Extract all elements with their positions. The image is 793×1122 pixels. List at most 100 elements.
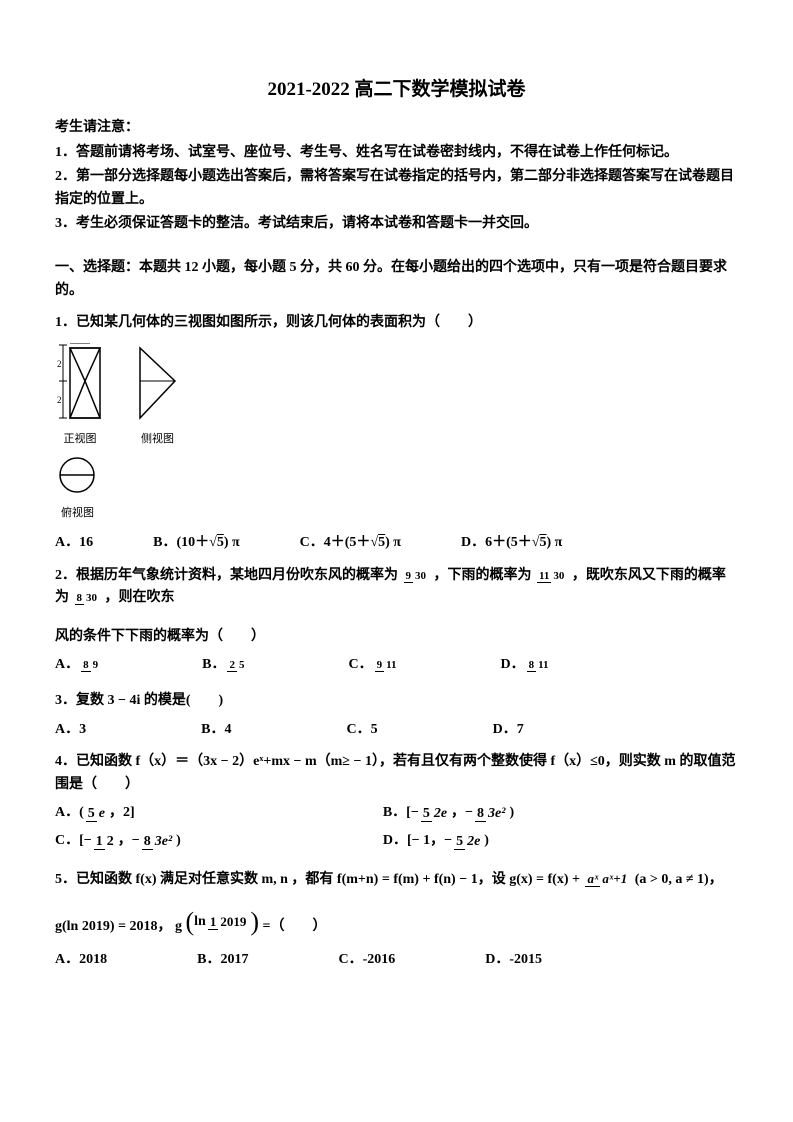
frac-den: 3e² (486, 806, 507, 821)
q2-frac1: 930 (404, 570, 429, 582)
q5-opt-d: D．-2015 (485, 949, 542, 971)
frac-den: 30 (84, 592, 99, 604)
frac-num: 9 (375, 659, 385, 672)
front-view-label: 正视图 (55, 431, 105, 449)
svg-text:2: 2 (57, 359, 62, 369)
q2-text: 2．根据历年气象统计资料，某地四月份吹东风的概率为 930 ，下雨的概率为 11… (55, 565, 738, 610)
q4-opt-d: D．[− 1，− 52e ) (383, 830, 711, 852)
frac-num: 8 (142, 834, 153, 850)
frac-den: 30 (551, 570, 566, 582)
frac-den: 9 (91, 659, 101, 671)
front-view-svg: 2 2 (55, 343, 105, 423)
svg-text:2: 2 (57, 395, 62, 405)
frac-num: 1 (208, 914, 219, 930)
frac-den: 2e (432, 806, 449, 821)
q2-a: 2．根据历年气象统计资料，某地四月份吹东风的概率为 (55, 568, 398, 583)
side-view-label: 侧视图 (135, 431, 180, 449)
q1-text: 1．已知某几何体的三视图如图所示，则该几何体的表面积为（ ） (55, 312, 738, 334)
right-paren-icon: ) (250, 909, 259, 935)
q4-b-frac2: 83e² (475, 806, 507, 821)
q1-d-suffix: ) π (546, 532, 562, 554)
q2-opt-b: B． 25 (202, 654, 248, 676)
q3-opt-d: D．7 (493, 719, 524, 741)
side-view: 侧视图 (135, 343, 180, 449)
notice-item-3: 3．考生必须保证答题卡的整洁。考试结束后，请将本试卷和答题卡一并交回。 (55, 213, 738, 235)
sqrt-icon: √5 (209, 532, 224, 554)
q1-b-prefix: B．(10＋ (153, 532, 209, 554)
frac-num: 2 (227, 659, 237, 672)
front-view: 2 2 正视图 (55, 343, 105, 449)
frac-den: 30 (413, 570, 428, 582)
q4-c-frac1: 12 (94, 834, 116, 849)
frac-num: 5 (86, 806, 97, 822)
frac-den: 2 (105, 834, 116, 849)
top-view-label: 俯视图 (55, 505, 100, 523)
q2-a-label: A． (55, 654, 79, 676)
frac-den: 11 (536, 659, 550, 671)
q5-opt-b: B．2017 (197, 949, 248, 971)
q4-a-post: ，2] (109, 802, 135, 824)
q5-options: A．2018 B．2017 C．-2016 D．-2015 (55, 949, 738, 971)
q4-c-frac2: 83e² (142, 834, 174, 849)
q3-opt-c: C．5 (346, 719, 377, 741)
frac-den: e (97, 806, 107, 821)
q2-b-frac: 25 (227, 659, 246, 671)
q2-b-label: B． (202, 654, 225, 676)
q4-c-post: ) (176, 830, 181, 852)
q1-opt-a: A．16 (55, 532, 93, 554)
frac-num: 5 (421, 806, 432, 822)
q2-opt-d: D． 811 (501, 654, 553, 676)
q4-b-frac1: 52e (421, 806, 449, 821)
frac-den: 5 (237, 659, 247, 671)
q1-opt-b: B．(10＋ √5 ) π (153, 532, 240, 554)
q4-d-frac: 52e (454, 834, 482, 849)
frac-num: 8 (475, 806, 486, 822)
q4-b-pre: B．[− (383, 802, 419, 824)
q5-a: 5．已知函数 f(x) 满足对任意实数 m, n ，都有 f(m+n) = f(… (55, 872, 583, 887)
q1-options: A．16 B．(10＋ √5 ) π C．4＋(5＋ √5 ) π D．6＋(5… (55, 532, 738, 554)
q4-text: 4．已知函数 f（x）＝（3x − 2）eˣ+mx − m（m≥ − 1），若有… (55, 751, 738, 796)
frac-num: 1 (94, 834, 105, 850)
frac-num: 9 (404, 570, 414, 583)
q4-c-pre: C．[− (55, 830, 92, 852)
q5-text-2: g(ln 2019) = 2018， g ( ln 12019 ) =（ ） (55, 909, 738, 938)
q4-opt-c: C．[− 12 ，− 83e² ) (55, 830, 383, 852)
frac-num: 5 (454, 834, 465, 850)
top-view-svg (55, 455, 100, 497)
q4-opt-a: A．( 5e ，2] (55, 802, 383, 824)
notice-item-2: 2．第一部分选择题每小题选出答案后，需将答案写在试卷指定的括号内，第二部分非选择… (55, 166, 738, 211)
frac-den: 2e (465, 834, 482, 849)
q2-frac3: 830 (75, 592, 100, 604)
frac-num: 8 (81, 659, 91, 672)
q1-b-suffix: ) π (224, 532, 240, 554)
frac-num: 8 (75, 592, 85, 605)
q1-c-prefix: C．4＋(5＋ (300, 532, 371, 554)
q2-frac2: 1130 (537, 570, 566, 582)
q5-text: 5．已知函数 f(x) 满足对任意实数 m, n ，都有 f(m+n) = f(… (55, 869, 738, 891)
q4-c-mid: ，− (118, 830, 140, 852)
q4-options: A．( 5e ，2] B．[− 52e ，− 83e² ) C．[− 12 ，−… (55, 802, 738, 859)
q2-b: ，下雨的概率为 (434, 568, 532, 583)
q5-c: g(ln 2019) = 2018， g (55, 919, 182, 934)
frac-num: 8 (527, 659, 537, 672)
q2-a-frac: 89 (81, 659, 100, 671)
q1-d-sqrt: 5 (539, 535, 546, 550)
notice-item-1: 1．答题前请将考场、试室号、座位号、考生号、姓名写在试卷密封线内，不得在试卷上作… (55, 142, 738, 164)
q4-d-pre: D．[− 1，− (383, 830, 452, 852)
q4-d-post: ) (484, 830, 489, 852)
q5-opt-a: A．2018 (55, 949, 107, 971)
q2-text-cont: 风的条件下下雨的概率为（ ） (55, 626, 738, 648)
ln-label: ln (194, 911, 206, 933)
q4-b-mid: ，− (451, 802, 473, 824)
frac-den: 3e² (153, 834, 174, 849)
frac-num: 11 (537, 570, 551, 583)
q2-c-label: C． (348, 654, 372, 676)
section-1-heading: 一、选择题：本题共 12 小题，每小题 5 分，共 60 分。在每小题给出的四个… (55, 257, 738, 302)
q2-d: ，则在吹东 (105, 590, 175, 605)
frac-den: aˣ+1 (600, 871, 629, 886)
q5-frac1: aˣaˣ+1 (585, 872, 629, 886)
q3-options: A．3 B．4 C．5 D．7 (55, 719, 738, 741)
q5-d: =（ ） (263, 919, 327, 934)
notice-heading: 考生请注意： (55, 117, 738, 139)
top-view: 俯视图 (55, 455, 738, 523)
